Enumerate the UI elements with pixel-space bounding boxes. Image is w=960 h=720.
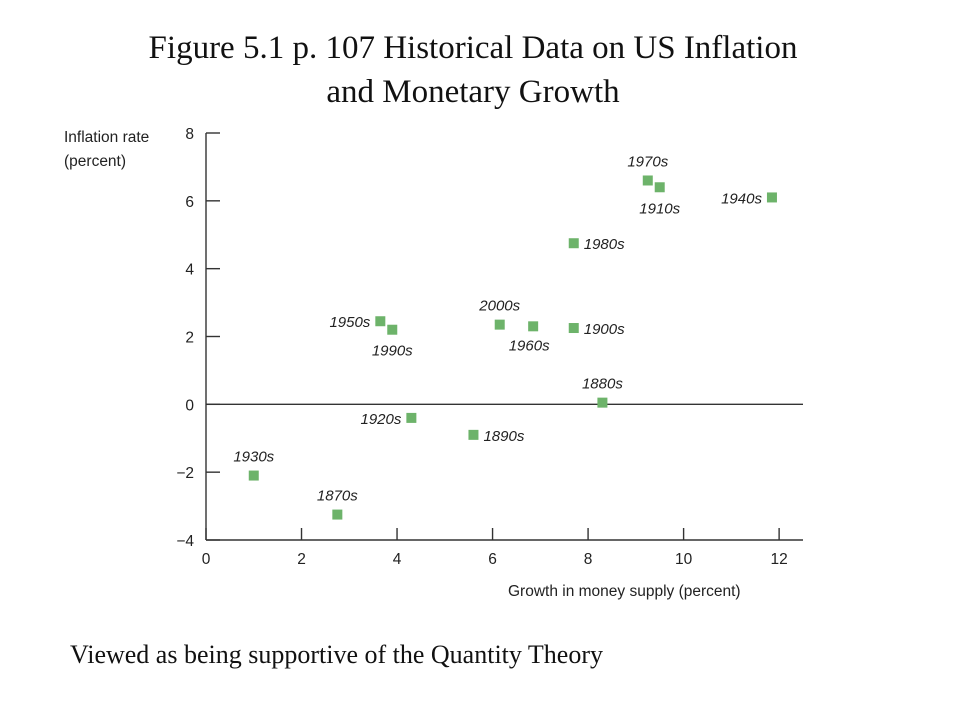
data-point-1970s <box>642 175 653 186</box>
slide-title: Figure 5.1 p. 107 Historical Data on US … <box>0 26 946 114</box>
data-label-1890s: 1890s <box>483 428 524 445</box>
data-point-2000s <box>494 319 505 330</box>
data-label-1880s: 1880s <box>582 376 623 393</box>
x-tick-label: 6 <box>488 551 497 568</box>
data-label-1930s: 1930s <box>233 449 274 466</box>
y-tick-label: 8 <box>185 126 194 143</box>
y-axis-label-line-2: (percent) <box>64 153 126 170</box>
y-tick-label: 4 <box>185 262 194 279</box>
data-point-1890s <box>468 429 479 440</box>
y-tick-label: 0 <box>185 397 194 414</box>
y-tick-label: 6 <box>185 194 194 211</box>
x-tick-label: 2 <box>297 551 306 568</box>
data-point-1930s <box>248 470 259 481</box>
slide-caption: Viewed as being supportive of the Quanti… <box>70 640 603 669</box>
data-label-1950s: 1950s <box>329 314 370 331</box>
x-tick-label: 10 <box>675 551 693 568</box>
data-point-1880s <box>597 397 608 408</box>
x-tick-label: 8 <box>584 551 593 568</box>
x-tick-label: 0 <box>202 551 211 568</box>
data-point-1870s <box>332 509 343 520</box>
chart-axes: 8 6 4 2 0 −2 −4 0 2 4 6 8 10 12 <box>176 126 803 568</box>
data-point-1940s <box>766 192 777 203</box>
data-label-1960s: 1960s <box>509 337 550 354</box>
data-label-1980s: 1980s <box>584 236 625 253</box>
data-point-1990s <box>387 324 398 335</box>
data-label-1910s: 1910s <box>639 200 680 217</box>
x-axis-label: Growth in money supply (percent) <box>508 583 741 600</box>
y-tick-label: 2 <box>185 330 194 347</box>
y-tick-label: −4 <box>176 533 194 550</box>
data-point-1920s <box>406 412 417 423</box>
data-label-2000s: 2000s <box>478 298 520 315</box>
data-label-1990s: 1990s <box>372 343 413 360</box>
data-point-1980s <box>568 238 579 249</box>
data-point-1910s <box>654 182 665 193</box>
data-label-1900s: 1900s <box>584 321 625 338</box>
data-point-1950s <box>375 316 386 327</box>
data-label-1870s: 1870s <box>317 488 358 505</box>
slide-title-line-2: and Monetary Growth <box>326 74 620 110</box>
x-tick-label: 4 <box>393 551 402 568</box>
chart-points: 1870s 1880s 1890s 1900s 1910s 1920s 1930s 1940s… <box>233 153 777 520</box>
slide-title-line-1: Figure 5.1 p. 107 Historical Data on US … <box>148 30 798 66</box>
data-point-1960s <box>528 321 539 332</box>
data-label-1920s: 1920s <box>360 411 401 428</box>
y-axis-label-line-1: Inflation rate <box>64 129 149 146</box>
data-label-1970s: 1970s <box>627 153 668 170</box>
x-tick-label: 12 <box>770 551 787 568</box>
data-point-1900s <box>568 323 579 334</box>
data-label-1940s: 1940s <box>721 190 762 207</box>
y-tick-label: −2 <box>176 465 194 482</box>
